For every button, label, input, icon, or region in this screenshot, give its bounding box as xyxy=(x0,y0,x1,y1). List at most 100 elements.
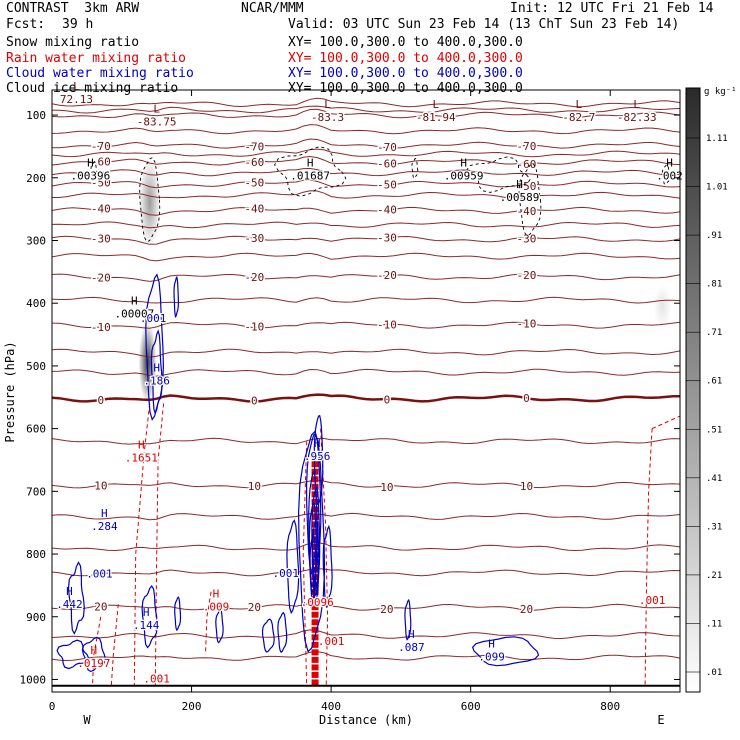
rain-core xyxy=(311,566,319,573)
cloud-water-value: .001 xyxy=(140,312,167,325)
field-xy-snow: XY= 100.0,300.0 to 400.0,300.0 xyxy=(288,35,523,50)
isotherm-line xyxy=(51,235,681,245)
init-time: Init: 12 UTC Fri 21 Feb 14 xyxy=(510,1,714,16)
cloud-water-contour xyxy=(309,533,317,600)
isotherm-line xyxy=(51,296,681,304)
y-tick-label: 500 xyxy=(26,360,46,373)
colorbar-label: .01 xyxy=(706,668,722,678)
rain-core xyxy=(311,506,319,513)
rain-core xyxy=(311,626,319,633)
rain-core xyxy=(311,513,319,520)
rain-contour xyxy=(651,415,681,430)
isotherm-label: -20 xyxy=(244,271,264,284)
isotherm-line xyxy=(51,568,681,577)
isotherm-line xyxy=(51,541,681,552)
colorbar-label: .91 xyxy=(706,231,722,241)
snow-shading xyxy=(653,284,672,329)
colorbar-label: .81 xyxy=(706,280,722,290)
rain-core xyxy=(311,476,319,483)
y-tick-label: 400 xyxy=(26,297,46,310)
isotherm-label: 20 xyxy=(380,603,393,616)
snow-contour xyxy=(274,146,347,197)
cloud-water-h-marker: H xyxy=(314,437,321,450)
x-end-label-left: W xyxy=(83,713,91,727)
cloud-water-value: .186 xyxy=(143,375,170,388)
cloud-water-contour xyxy=(150,329,163,416)
colorbar-label: .71 xyxy=(706,328,722,338)
snow-max-h-marker: H xyxy=(87,157,94,170)
cloud-water-contour xyxy=(173,275,180,319)
rain-core xyxy=(311,604,319,611)
model-title: CONTRAST 3km ARW xyxy=(6,1,140,16)
rain-core xyxy=(311,468,319,475)
isotherm-label: 10 xyxy=(380,481,393,494)
x-tick-label: 600 xyxy=(461,700,481,713)
x-tick-label: 800 xyxy=(600,700,620,713)
rain-core xyxy=(311,596,319,603)
rain-h-marker: H xyxy=(213,587,220,600)
field-xy-cloud-ice: XY= 100.0,300.0 to 400.0,300.0 xyxy=(288,81,523,96)
snow-max-value: .01687 xyxy=(290,170,330,183)
cloud-water-h-marker: H xyxy=(488,638,495,651)
field-xy-cloud-water: XY= 100.0,300.0 to 400.0,300.0 xyxy=(288,66,523,81)
cloud-water-contour xyxy=(312,517,320,597)
isotherm-line xyxy=(51,179,681,189)
cloud-water-h-marker: H xyxy=(143,606,150,619)
y-tick-label: 200 xyxy=(26,172,46,185)
cloud-water-value: .099 xyxy=(478,651,505,664)
isotherm-label: -40 xyxy=(244,203,264,216)
isotherm-line xyxy=(51,479,681,489)
isotherm-line xyxy=(51,108,681,119)
rain-core xyxy=(311,461,319,468)
isotherm-label: 20 xyxy=(248,601,261,614)
isotherm-line xyxy=(51,273,681,282)
colorbar-label: .21 xyxy=(706,571,722,581)
cloud-water-contour xyxy=(297,430,326,653)
rain-core xyxy=(311,619,319,626)
cloud-water-contour xyxy=(313,414,324,505)
min-label-L: L xyxy=(153,103,160,116)
cloud-water-contour xyxy=(145,273,165,421)
y-tick-label: 300 xyxy=(26,235,46,248)
isotherm-label: 10 xyxy=(520,480,533,493)
rain-core xyxy=(311,551,319,558)
min-value-label: -83.75 xyxy=(137,116,177,129)
rain-value: .0197 xyxy=(77,657,110,670)
cloud-water-h-marker: H xyxy=(153,362,160,375)
isotherm-label: -10 xyxy=(91,321,111,334)
colorbar-label: .51 xyxy=(706,425,722,435)
cloud-water-contour xyxy=(308,470,318,588)
isotherm-line xyxy=(51,206,681,216)
rain-core xyxy=(311,521,319,528)
colorbar-label: .41 xyxy=(706,474,722,484)
cloud-water-contour xyxy=(471,636,540,667)
isotherm-line xyxy=(51,221,681,229)
isotherm-line xyxy=(51,602,681,611)
cloud-water-contour xyxy=(277,611,288,654)
cloud-water-contour xyxy=(312,549,319,603)
colorbar-label: .61 xyxy=(706,377,722,387)
isotherm-label: -30 xyxy=(244,232,264,245)
isotherm-label: -10 xyxy=(377,319,397,332)
isotherm-label: -60 xyxy=(517,158,537,171)
cloud-water-value: .001 xyxy=(273,567,300,580)
rain-contour xyxy=(92,616,102,686)
x-tick-label: 400 xyxy=(321,700,341,713)
isotherm-label: 0 xyxy=(523,392,530,405)
isotherm-label: -70 xyxy=(91,140,111,153)
isotherm-label: -40 xyxy=(91,203,111,216)
cloud-water-contour xyxy=(56,639,90,670)
rain-value: .001 xyxy=(639,594,666,607)
rain-contour xyxy=(110,604,119,686)
cloud-water-contour xyxy=(81,636,106,673)
isotherm-line xyxy=(51,321,681,329)
y-axis-label: Pressure (hPa) xyxy=(3,341,17,442)
rain-value: .0096 xyxy=(301,596,334,609)
rain-value: .009 xyxy=(203,600,230,613)
y-tick-label: 1000 xyxy=(20,673,47,686)
isotherm-line xyxy=(51,252,681,262)
x-end-label-right: E xyxy=(657,713,664,727)
valid-time: Valid: 03 UTC Sun 23 Feb 14 (13 ChT Sun … xyxy=(288,17,680,32)
snow-max-h-marker: H xyxy=(307,157,314,170)
field-name-snow: Snow mixing ratio xyxy=(6,35,140,50)
